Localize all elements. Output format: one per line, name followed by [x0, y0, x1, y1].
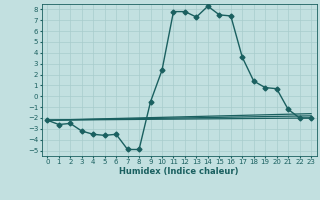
X-axis label: Humidex (Indice chaleur): Humidex (Indice chaleur) — [119, 167, 239, 176]
